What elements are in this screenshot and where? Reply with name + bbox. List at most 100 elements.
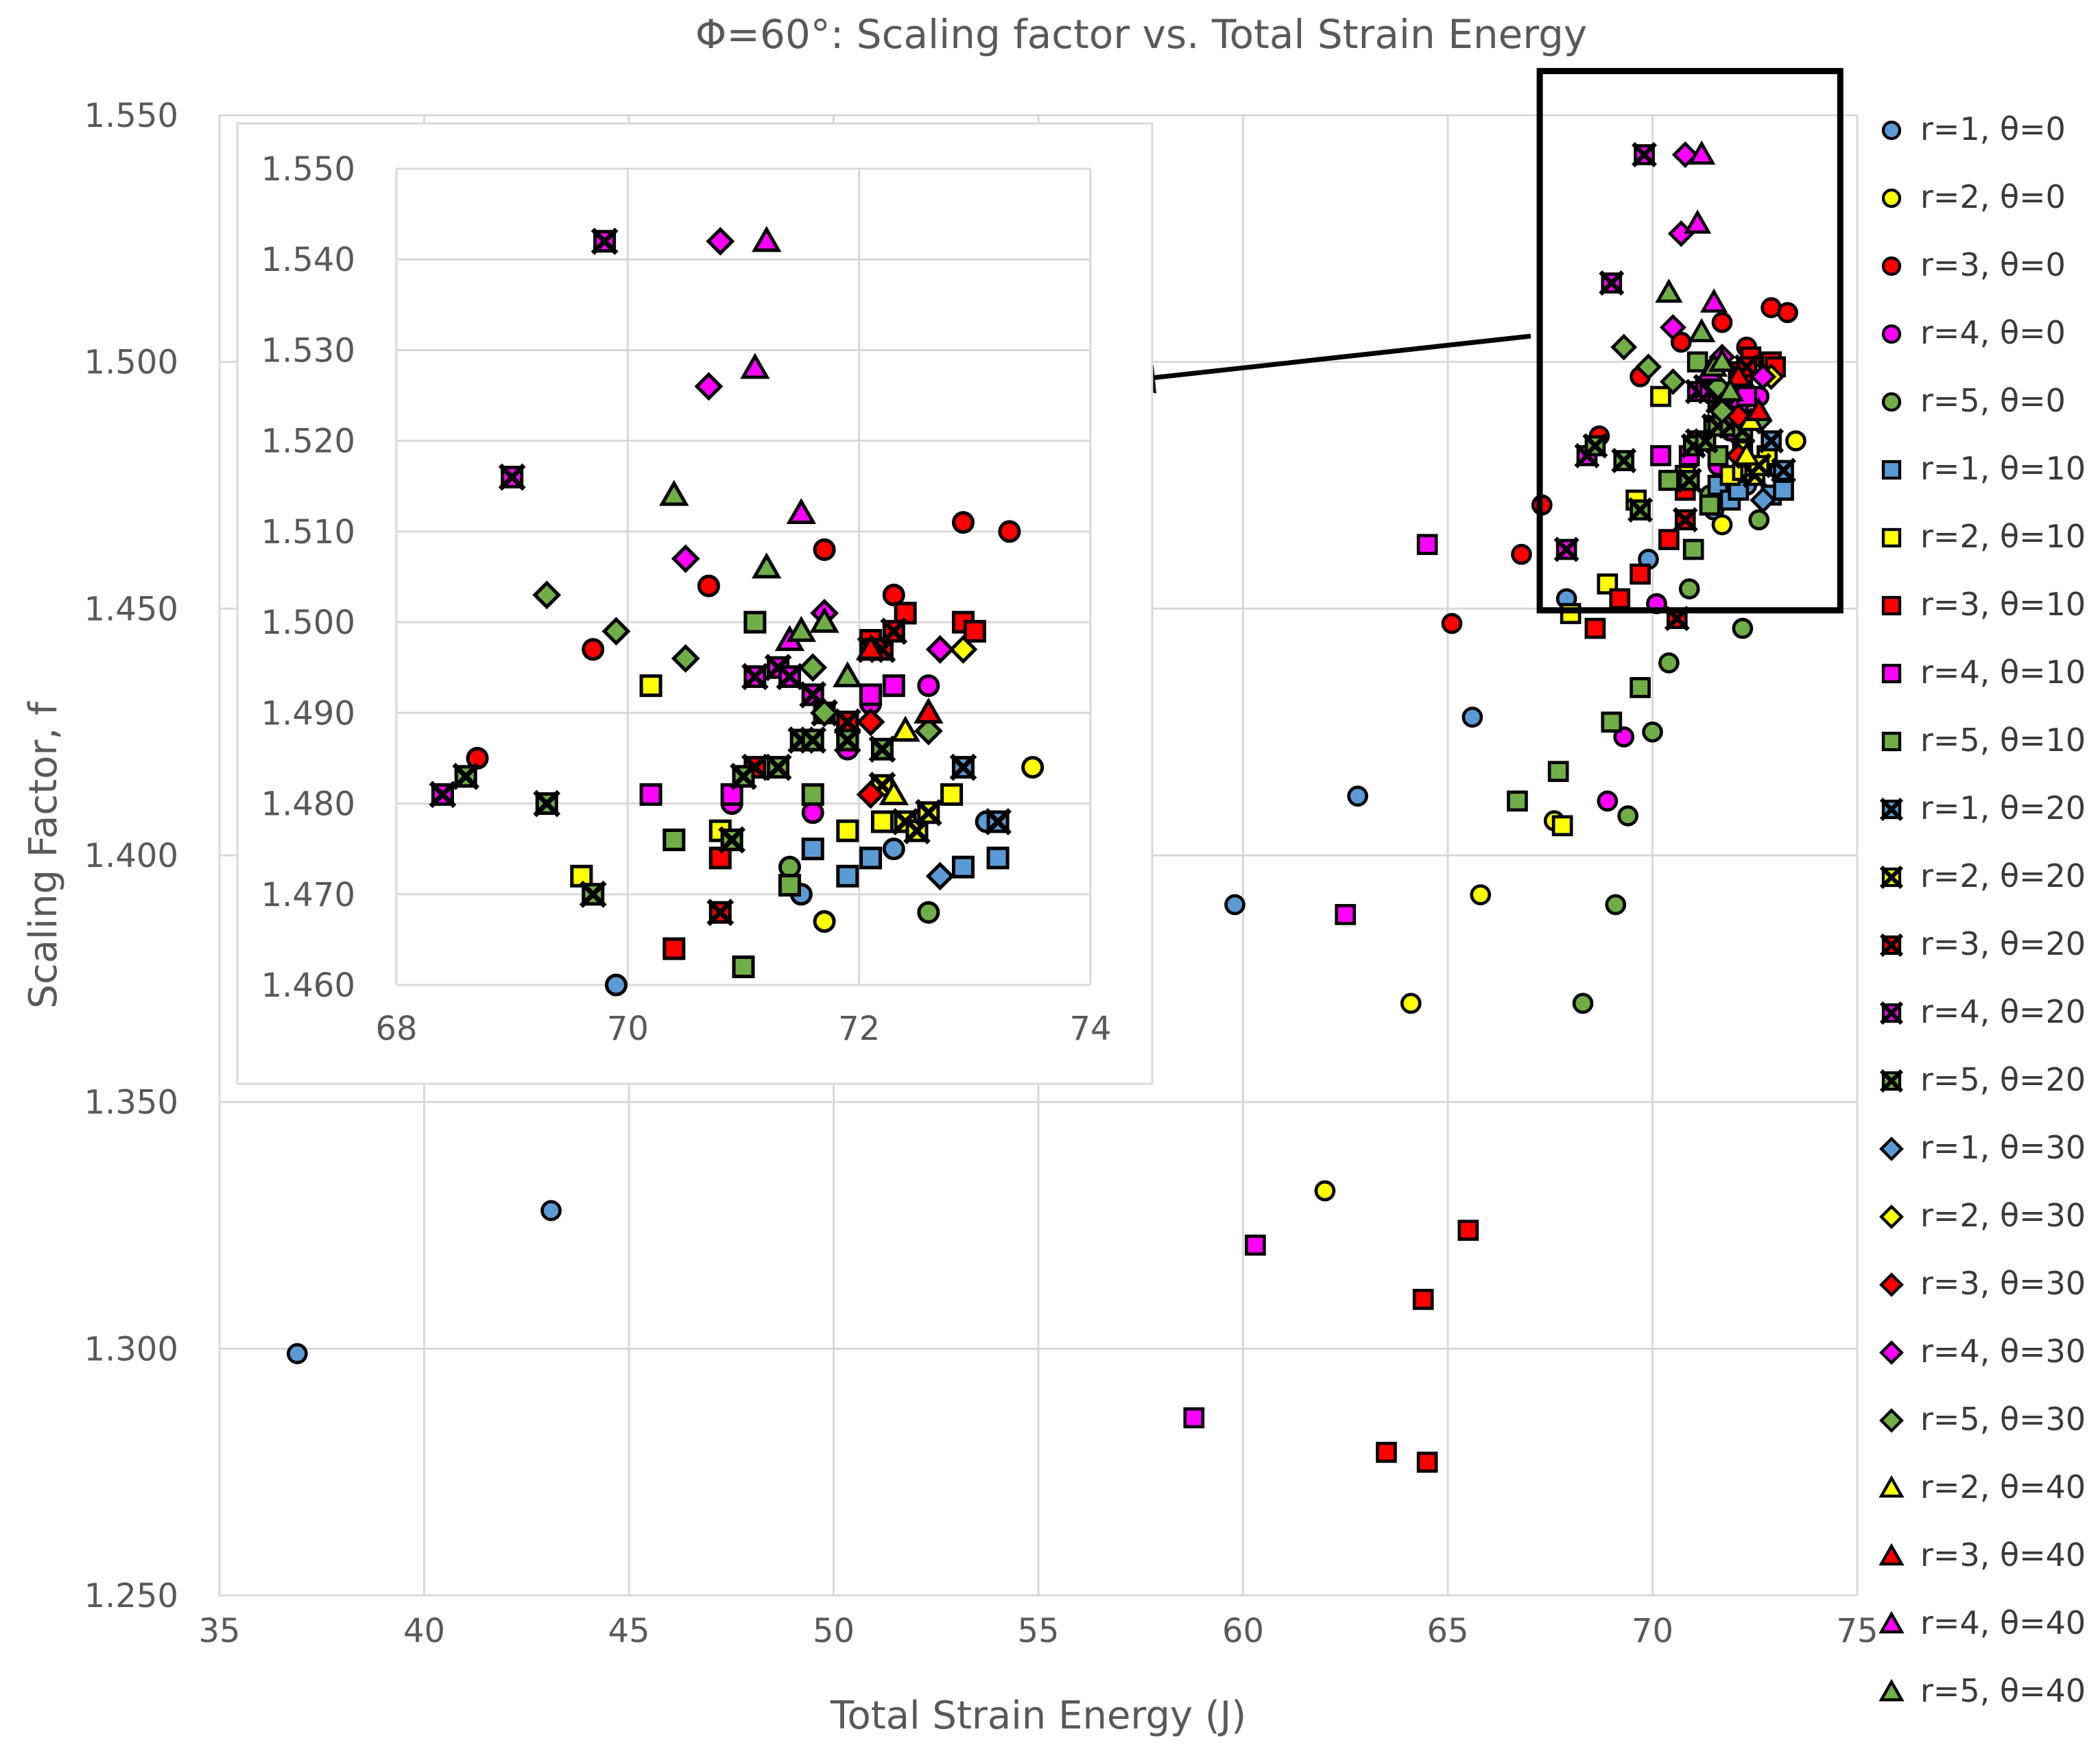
main-point-23 <box>1687 318 1716 342</box>
main-point-4 <box>1748 509 1770 531</box>
legend-label: r=1, θ=20 <box>1920 789 2086 827</box>
inset-point-19 <box>532 580 562 610</box>
legend-item: r=3, θ=10 <box>1872 585 2099 653</box>
inset-point-11 <box>914 798 942 827</box>
legend-item: r=4, θ=30 <box>1872 1332 2099 1400</box>
inset-point-7 <box>963 619 986 643</box>
inset-y-tick-label: 1.550 <box>261 150 355 189</box>
inset-point-15 <box>925 861 955 891</box>
legend-marker-shape <box>1881 324 1902 344</box>
marker-cross <box>799 726 827 754</box>
inset-point-3 <box>917 674 940 698</box>
legend-item: r=1, θ=30 <box>1872 1128 2099 1196</box>
legend-marker <box>1881 392 1902 412</box>
main-point-14 <box>1676 467 1702 493</box>
inset-point-12 <box>706 899 735 927</box>
legend-marker <box>1881 663 1902 684</box>
inset-x-tick-label: 74 <box>1069 1010 1111 1048</box>
inset-point-2 <box>882 583 905 606</box>
legend-label: r=2, θ=10 <box>1920 518 2086 555</box>
inset-point-5 <box>859 846 883 870</box>
main-point-22 <box>1699 288 1728 313</box>
legend-label: r=5, θ=20 <box>1920 1061 2086 1098</box>
inset-point-1 <box>1021 756 1045 779</box>
legend-label: r=3, θ=10 <box>1920 586 2086 623</box>
inset-point-22 <box>740 353 770 379</box>
legend-label: r=3, θ=40 <box>1920 1536 2086 1573</box>
y-axis-label: Scaling Factor, f <box>21 701 66 1009</box>
y-tick-label: 1.250 <box>84 1577 178 1615</box>
main-point-3 <box>1597 790 1619 812</box>
legend-marker-shape <box>1878 1611 1905 1634</box>
main-point-19 <box>1659 368 1686 395</box>
legend-item: r=1, θ=20 <box>1872 789 2099 857</box>
main-point-4 <box>1658 652 1680 674</box>
inset-point-5 <box>951 855 975 879</box>
legend-marker-shape <box>1879 1340 1904 1365</box>
x-tick-label: 65 <box>1427 1612 1468 1650</box>
inset-y-tick-label: 1.480 <box>261 785 355 824</box>
legend-marker-shape <box>1881 392 1902 412</box>
legend-marker-shape <box>1878 1475 1905 1498</box>
marker-cross <box>1553 536 1579 562</box>
legend-item: r=5, θ=0 <box>1872 381 2099 449</box>
main-point-1 <box>1314 1180 1336 1202</box>
inset-y-tick-label: 1.540 <box>261 241 355 279</box>
inset-point-23 <box>752 552 782 579</box>
inset-point-7 <box>663 937 686 960</box>
inset-point-19 <box>798 653 828 682</box>
main-point-8 <box>1335 903 1357 925</box>
inset-point-19 <box>914 716 943 746</box>
marker-cross <box>880 617 908 645</box>
main-point-9 <box>1601 711 1623 733</box>
main-point-19 <box>1635 353 1662 381</box>
legend-item: r=5, θ=40 <box>1872 1672 2099 1739</box>
inset-point-23 <box>809 606 839 633</box>
main-point-9 <box>1507 790 1528 812</box>
x-tick-label: 45 <box>608 1612 649 1650</box>
legend-label: r=2, θ=20 <box>1920 857 2086 894</box>
legend-marker <box>1881 120 1902 141</box>
y-tick-label: 1.450 <box>84 590 178 628</box>
main-point-9 <box>1682 538 1704 560</box>
x-tick-label: 75 <box>1836 1612 1878 1650</box>
inset-point-22 <box>786 498 817 524</box>
x-tick-label: 40 <box>403 1612 445 1650</box>
inset-point-5 <box>836 864 859 888</box>
main-point-9 <box>1547 761 1569 783</box>
inset-point-17 <box>856 707 885 737</box>
inset-point-8 <box>882 674 905 698</box>
marker-cross <box>1758 428 1785 454</box>
x-tick-label: 50 <box>813 1612 855 1650</box>
main-point-18 <box>1750 363 1777 390</box>
main-point-4 <box>1572 993 1594 1014</box>
inset-point-19 <box>601 617 631 646</box>
legend-marker-shape <box>1879 1069 1904 1093</box>
main-point-7 <box>1609 588 1631 610</box>
legend-marker <box>1878 1611 1905 1634</box>
inset-point-13 <box>590 227 619 255</box>
main-point-1 <box>1400 993 1422 1014</box>
main-point-22 <box>1684 209 1712 234</box>
inset-point-0 <box>882 837 905 861</box>
legend-label: r=1, θ=10 <box>1920 450 2086 487</box>
legend-marker-shape <box>1881 527 1902 548</box>
marker-cross <box>949 753 977 781</box>
marker-cross <box>1599 270 1625 296</box>
legend-item: r=1, θ=0 <box>1872 110 2099 178</box>
legend-label: r=3, θ=30 <box>1920 1265 2086 1302</box>
legend-item: r=3, θ=20 <box>1872 925 2099 993</box>
inset-point-22 <box>752 226 782 252</box>
marker-cross <box>706 899 735 927</box>
inset-point-17 <box>856 780 885 809</box>
y-tick-label: 1.500 <box>84 344 178 382</box>
main-point-8 <box>1416 534 1438 556</box>
inset-point-2 <box>582 638 605 661</box>
marker-cross <box>1879 1069 1904 1093</box>
main-point-0 <box>1461 706 1483 728</box>
main-point-21 <box>1745 396 1773 422</box>
main-point-19 <box>1610 333 1638 361</box>
main-point-21 <box>1724 362 1753 387</box>
legend-item: r=3, θ=0 <box>1872 246 2099 313</box>
